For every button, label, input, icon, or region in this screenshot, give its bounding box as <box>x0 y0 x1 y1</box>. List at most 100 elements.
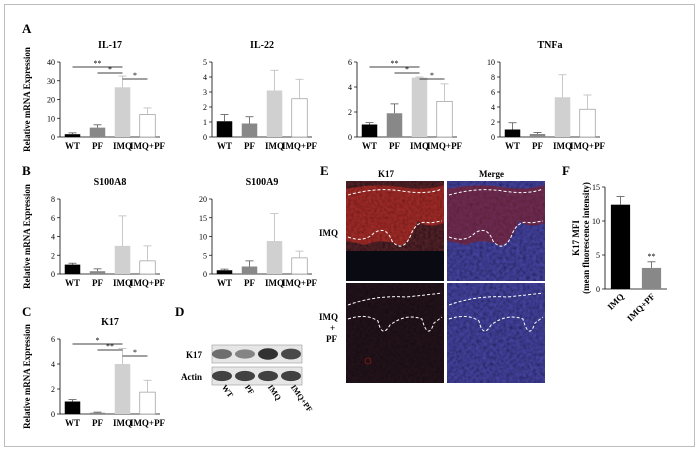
x-tick-label: WT <box>217 141 232 151</box>
bar-imq-pf <box>579 108 596 138</box>
x-tick-label: IMQ+PF <box>625 291 657 323</box>
y-tick-label: 8 <box>51 195 55 204</box>
stain-texture <box>346 181 444 251</box>
y-tick-label: 1 <box>203 118 207 127</box>
blot-band-actin <box>235 370 255 382</box>
y-tick-label: 4 <box>51 233 55 242</box>
micrograph-tile-merge-imq-pf <box>447 283 545 383</box>
y-tick-label: 6 <box>491 88 495 97</box>
y-axis-label-line: Relative mRNA Expression <box>22 324 32 429</box>
bar-imq-pf <box>139 260 156 275</box>
significance-label: ** <box>94 59 102 68</box>
x-tick-label: WT <box>65 278 80 288</box>
y-tick-label: 6 <box>51 335 55 344</box>
x-tick-label: IMQ+PF <box>427 141 463 151</box>
blot-band-k17 <box>281 348 301 360</box>
y-tick-label: 10 <box>47 114 55 123</box>
bar-imq-pf <box>291 98 308 138</box>
micrograph-row-imq: IMQ <box>319 228 338 238</box>
bar-imq <box>610 204 631 289</box>
y-tick-label: 4 <box>203 73 207 82</box>
stain-texture <box>346 283 444 383</box>
epidermis-outline <box>347 292 443 332</box>
epidermis-outline <box>448 292 544 332</box>
x-tick-label: IMQ <box>113 418 132 428</box>
x-tick-label: IMQ <box>553 141 572 151</box>
bar-pf <box>89 127 106 137</box>
blot-lane-label: IMQ+PF <box>289 383 314 414</box>
x-tick-label: WT <box>217 278 232 288</box>
epidermis-outline <box>448 188 544 247</box>
significance-label: ** <box>648 252 656 261</box>
epidermis-outline <box>347 188 443 247</box>
x-tick-label: IMQ <box>265 141 284 151</box>
y-tick-label: 5 <box>203 58 207 67</box>
x-tick-label: PF <box>92 418 103 428</box>
blot-band-k17 <box>258 348 278 360</box>
y-tick-label: 6 <box>348 58 352 67</box>
bar-pf <box>89 412 106 414</box>
bar-imq-pf <box>641 267 662 289</box>
micrograph-tile-k17-imq <box>346 181 444 281</box>
chart-panel-f-7: 0 5 10 15 IMQ IMQ+PF ** K17 MFI(mean fluorescen… <box>571 182 667 323</box>
x-tick-label: WT <box>65 141 80 151</box>
western-blot: K17 Actin WT PF IMQ IMQ+PF <box>181 344 314 414</box>
y-tick-label: 10 <box>592 217 600 226</box>
micrograph-tile-k17-imq-pf <box>346 283 444 383</box>
y-axis-label: Relative mRNA Expression <box>22 324 32 429</box>
significance-label: * <box>108 65 112 74</box>
significance-label: ** <box>391 59 399 68</box>
x-tick-label: WT <box>505 141 520 151</box>
panel-letter-d: D <box>175 304 184 319</box>
y-tick-label: 2 <box>203 103 207 112</box>
chart-title: IL-17 <box>98 40 122 51</box>
figure-frame <box>4 4 695 447</box>
bar-imq <box>411 77 428 137</box>
chart-title: S100A9 <box>246 177 279 188</box>
bar-imq-pf <box>139 114 156 138</box>
significance-label: * <box>133 71 137 80</box>
chart-title: TNFa <box>538 40 563 51</box>
x-tick-label: IMQ <box>113 278 132 288</box>
x-tick-label: IMQ <box>410 141 429 151</box>
y-tick-label: 0 <box>51 133 55 142</box>
x-tick-label: WT <box>362 141 377 151</box>
x-tick-label: IMQ+PF <box>282 278 318 288</box>
bar-wt <box>216 121 233 137</box>
panel-letter-c: C <box>22 304 31 319</box>
y-tick-label: 15 <box>592 183 600 192</box>
significance-label: * <box>430 71 434 80</box>
x-tick-label: IMQ <box>113 141 132 151</box>
micrograph-tile-merge-imq <box>447 181 545 281</box>
micrograph-tiles <box>346 181 545 383</box>
panel-letter-e: E <box>320 163 329 178</box>
bar-imq-pf <box>139 391 156 415</box>
bar-wt <box>216 270 233 274</box>
bar-imq <box>266 241 283 274</box>
stain-texture <box>447 283 545 383</box>
y-tick-label: 10 <box>487 58 495 67</box>
x-tick-label: PF <box>244 278 255 288</box>
y-axis-label-line: K17 MFI <box>571 220 581 256</box>
y-tick-label: 8 <box>491 73 495 82</box>
x-tick-label: PF <box>532 141 543 151</box>
chart-title: K17 <box>101 317 119 328</box>
bar-wt <box>64 401 81 414</box>
y-tick-label: 2 <box>51 251 55 260</box>
y-tick-label: 0 <box>596 285 600 294</box>
y-tick-label: 20 <box>199 195 207 204</box>
bar-wt <box>361 124 378 137</box>
x-tick-label: WT <box>65 418 80 428</box>
bar-pf <box>529 134 546 137</box>
k17-speck <box>364 357 372 365</box>
bar-wt <box>64 134 81 137</box>
blot-bands <box>212 348 301 382</box>
x-tick-label: IMQ <box>265 278 284 288</box>
bar-pf <box>386 113 403 137</box>
bar-imq <box>266 90 283 137</box>
